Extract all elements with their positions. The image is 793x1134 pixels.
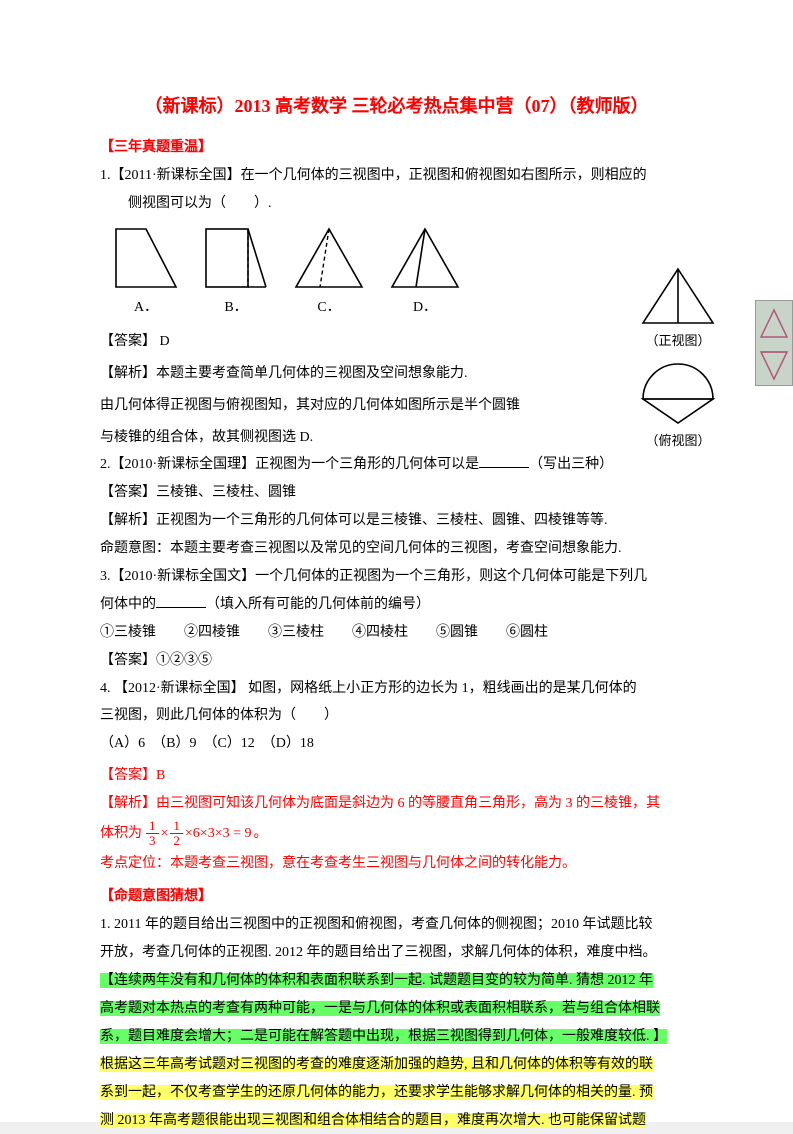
q4-formula-pre: 体积为 [100,821,142,847]
q4-line2: 三视图，则此几何体的体积为（ ） [100,703,693,729]
guess-l2: 开放，考查几何体的正视图. 2012 年的题目给出了三视图，求解几何体的体积，难… [100,940,693,966]
guess-y2: 系到一起，不仅考查学生的还原几何体的能力，还要求学生能够求解几何体的相关的量. … [100,1080,693,1106]
q1-answer-value: D [156,334,170,349]
hl-green-3: 系，题目难度会增大；二是可能在解答题中出现，根据三视图得到几何体，一般难度较低.… [100,1029,667,1044]
q3-line2: 何体中的 （填入所有可能的几何体前的编号） [100,592,693,618]
answer-label: 【答案】 [100,334,156,349]
right-figure-group: （正视图） （俯视图） [623,265,733,453]
hl-green-1: 【连续两年没有和几何体的体积和表面积联系到一起. 试题题目变的较为简单. 猜想 … [100,973,653,988]
q1-analysis-text: 本题主要考查简单几何体的三视图及空间想象能力. [156,366,468,381]
hl-green-2: 高考题对本热点的考查有两种可能，一是与几何体的体积或表面积相联系，若与组合体相联 [100,1001,660,1016]
frac2-num: 1 [170,819,183,834]
frac1-den: 3 [146,834,159,848]
doc-title: （新课标）2013 高考数学 三轮必考热点集中营（07）（教师版） [100,90,693,123]
q2-line1a: 2.【2010·新课标全国理】正视图为一个三角形的几何体可以是 [100,457,479,472]
front-view-triangle-icon [639,265,717,329]
hl-yellow-3: 测 2013 年高考题很能出现三视图和组合体相结合的题目，难度再次增大. 也可能… [100,1113,646,1128]
page: （新课标）2013 高考数学 三轮必考热点集中营（07）（教师版） 【三年真题重… [0,0,793,1122]
guess-l1: 1. 2011 年的题目给出三视图中的正视图和俯视图，考查几何体的侧视图；201… [100,912,693,938]
q3-answer: 【答案】①②③⑤ [100,648,693,674]
guess-y1: 根据这三年高考试题对三视图的考查的难度逐渐加强的趋势, 且和几何体的体积等有效的… [100,1052,693,1078]
analysis-label: 【解析】 [100,513,156,528]
q3-line2a: 何体中的 [100,597,156,612]
q3-answer-value: ①②③⑤ [156,653,212,668]
section-header-2: 【命题意图猜想】 [100,884,693,910]
q1-answer: 【答案】 D [100,329,693,355]
answer-label: 【答案】 [100,768,156,783]
top-view-semicircle-icon [633,359,723,429]
guess-g3: 系，题目难度会增大；二是可能在解答题中出现，根据三视图得到几何体，一般难度较低.… [100,1024,693,1050]
analysis-label: 【解析】 [100,366,156,381]
answer-label: 【答案】 [100,653,156,668]
label-b: B． [200,295,272,321]
fraction-1-3: 1 3 [146,819,159,849]
q1-line2: 侧视图可以为（ ）. [100,191,693,217]
shape-a-trapezoid-icon [110,223,182,293]
q1-body1: 由几何体得正视图与俯视图知，其对应的几何体如图所示是半个圆锥 [100,393,693,419]
q2-note: 命题意图：本题主要考查三视图以及常见的空间几何体的三视图，考查空间想象能力. [100,536,693,562]
q1-analysis: 【解析】本题主要考查简单几何体的三视图及空间想象能力. [100,361,693,387]
q2-analysis-text: 正视图为一个三角形的几何体可以是三棱锥、三棱柱、圆锥、四棱锥等等. [156,513,608,528]
q4-analysis-line2: 体积为 1 3 × 1 2 ×6×3×3 = 9 。 [100,819,693,849]
q2-line1b: （写出三种） [529,457,613,472]
q2-answer: 【答案】三棱锥、三棱柱、圆锥 [100,480,693,506]
guess-g2: 高考题对本热点的考查有两种可能，一是与几何体的体积或表面积相联系，若与组合体相联 [100,996,693,1022]
q4-note: 考点定位：本题考查三视图，意在考查考生三视图与几何体之间的转化能力。 [100,851,693,877]
analysis-label: 【解析】 [100,796,156,811]
formula-tail: ×6×3×3 = 9 [185,821,252,847]
blank-underline [156,594,206,608]
q4-answer: 【答案】B [100,763,693,789]
blank-underline [479,454,529,468]
answer-label: 【答案】 [100,485,156,500]
q3-line1: 3.【2010·新课标全国文】一个几何体的正视图为一个三角形，则这个几何体可能是… [100,564,693,590]
hl-yellow-2: 系到一起，不仅考查学生的还原几何体的能力，还要求学生能够求解几何体的相关的量. … [100,1085,653,1100]
answer-shapes-row [110,223,693,293]
top-view-caption: （俯视图） [623,429,733,453]
front-view-caption: （正视图） [623,329,733,353]
label-d: D． [386,295,464,321]
q4-options: （A）6 （B）9 （C）12 （D）18 [100,731,693,757]
fraction-1-2: 1 2 [170,819,183,849]
guess-y3: 测 2013 年高考题很能出现三视图和组合体相结合的题目，难度再次增大. 也可能… [100,1108,693,1134]
frac2-den: 2 [170,834,183,848]
grid-thumbnail-icon [755,300,793,386]
q2-line1: 2.【2010·新课标全国理】正视图为一个三角形的几何体可以是 （写出三种） [100,452,693,478]
shape-d-triangle-solid-icon [386,223,464,293]
q1-body2: 与棱锥的组合体，故其侧视图选 D. [100,425,693,451]
q4-formula-post: 。 [254,821,268,847]
times-1: × [161,821,169,847]
q4-analysis-a: 由三视图可知该几何体为底面是斜边为 6 的等腰直角三角形，高为 3 的三棱锥，其 [156,796,660,811]
guess-g1: 【连续两年没有和几何体的体积和表面积联系到一起. 试题题目变的较为简单. 猜想 … [100,968,693,994]
volume-formula: 1 3 × 1 2 ×6×3×3 = 9 [144,819,252,849]
q2-analysis: 【解析】正视图为一个三角形的几何体可以是三棱锥、三棱柱、圆锥、四棱锥等等. [100,508,693,534]
q3-options: ①三棱锥 ②四棱锥 ③三棱柱 ④四棱柱 ⑤圆锥 ⑥圆柱 [100,620,693,646]
frac1-num: 1 [146,819,159,834]
q4-line1: 4. 【2012·新课标全国】 如图，网格纸上小正方形的边长为 1，粗线画出的是… [100,676,693,702]
q3-line2b: （填入所有可能的几何体前的编号） [206,597,430,612]
label-a: A． [110,295,182,321]
answer-labels-row: A． B． C． D． [110,295,693,321]
label-c: C． [290,295,368,321]
q4-answer-value: B [156,768,165,783]
shape-b-rectangle-icon [200,223,272,293]
shape-c-triangle-dashed-icon [290,223,368,293]
q2-answer-value: 三棱锥、三棱柱、圆锥 [156,485,296,500]
q1-line1: 1.【2011·新课标全国】在一个几何体的三视图中，正视图和俯视图如右图所示，则… [100,163,693,189]
hl-yellow-1: 根据这三年高考试题对三视图的考查的难度逐渐加强的趋势, 且和几何体的体积等有效的… [100,1057,653,1072]
q4-analysis-line1: 【解析】由三视图可知该几何体为底面是斜边为 6 的等腰直角三角形，高为 3 的三… [100,791,693,817]
section-header-1: 【三年真题重温】 [100,135,693,161]
